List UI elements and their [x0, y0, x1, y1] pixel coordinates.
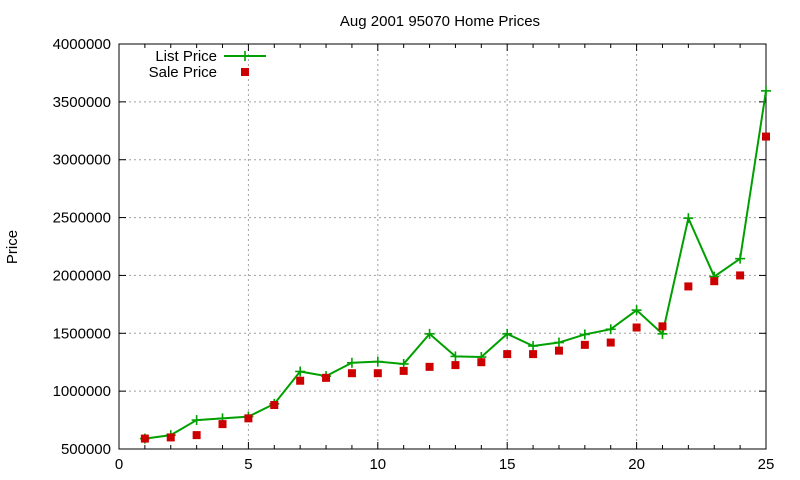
sale-price-point	[270, 401, 279, 410]
y-tick-label: 500000	[61, 441, 111, 458]
plot-series	[139, 85, 771, 444]
sale-price-point	[451, 361, 460, 370]
sale-price-point	[192, 431, 201, 440]
sale-price-point	[684, 282, 693, 291]
list-price-line	[144, 90, 767, 440]
sale-price-point	[762, 132, 770, 141]
list-price-point	[631, 305, 642, 316]
y-tick-label: 1500000	[53, 325, 111, 342]
grid	[119, 44, 766, 449]
list-price-point	[553, 337, 564, 348]
sale-price-point	[322, 373, 331, 382]
sale-price-point	[554, 346, 563, 355]
list-price-point	[191, 415, 202, 426]
plot-frame	[118, 43, 767, 450]
list-price-point	[657, 328, 668, 339]
sale-price-point	[399, 366, 408, 375]
x-axis-ticks: 0 5 10 15 20 25	[115, 44, 775, 473]
x-tick-label: 10	[369, 456, 386, 473]
y-axis-label: Price	[4, 230, 21, 264]
y-tick-label: 2500000	[53, 210, 111, 227]
y-axis-ticks: 500000 1000000 1500000 2000000 2500000 300000…	[53, 36, 766, 458]
x-tick-label: 20	[628, 456, 645, 473]
sale-price-point	[658, 322, 667, 331]
sale-price-point	[632, 323, 641, 332]
sale-price-point	[503, 350, 512, 359]
legend-label-sale-price: Sale Price	[149, 64, 217, 81]
list-price-point	[683, 213, 694, 224]
x-tick-label: 5	[244, 456, 252, 473]
list-price-point	[579, 329, 590, 340]
list-price-point	[502, 328, 513, 339]
axes	[118, 43, 767, 450]
list-price-point	[372, 356, 383, 367]
x-tick-label: 25	[758, 456, 775, 473]
list-price-point	[295, 366, 306, 377]
sale-price-point	[425, 362, 434, 371]
x-tick-label: 15	[499, 456, 516, 473]
chart-title: Aug 2001 95070 Home Prices	[340, 13, 540, 30]
y-tick-label: 1000000	[53, 383, 111, 400]
sale-price-point	[296, 376, 305, 385]
sale-price-point	[218, 420, 227, 429]
list-price-point	[761, 85, 771, 96]
sale-price-point	[373, 369, 382, 378]
list-price-point	[450, 351, 461, 362]
sale-price-point	[580, 340, 589, 349]
sale-price-point	[736, 271, 745, 280]
y-tick-label: 2000000	[53, 267, 111, 284]
sale-price-point	[347, 369, 356, 378]
sale-price-point	[140, 434, 149, 443]
list-price-point	[346, 357, 357, 368]
list-price-point	[528, 341, 539, 352]
legend-marker-sale-price	[241, 68, 249, 76]
sale-price-point	[606, 338, 615, 347]
x-tick-label: 0	[115, 456, 123, 473]
sale-price-point	[166, 433, 175, 442]
y-tick-label: 3000000	[53, 152, 111, 169]
y-tick-label: 3500000	[53, 94, 111, 111]
list-price-point	[605, 324, 616, 335]
sale-price-point	[477, 358, 486, 367]
sale-price-point	[710, 277, 719, 286]
y-tick-label: 4000000	[53, 36, 111, 53]
sale-price-point	[529, 350, 538, 359]
list-price-point	[735, 253, 746, 264]
sale-price-point	[244, 414, 253, 423]
legend-label-list-price: List Price	[155, 48, 217, 65]
list-price-point	[424, 328, 435, 339]
